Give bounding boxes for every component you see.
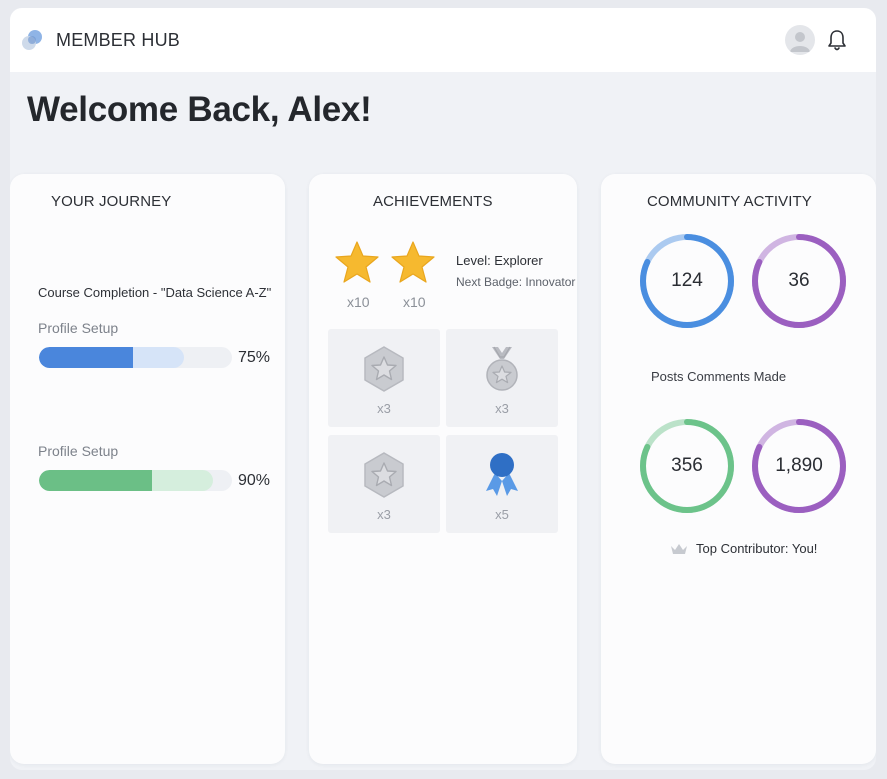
badge-count: x5 [495, 507, 509, 522]
badge-count: x3 [495, 401, 509, 416]
course-completion-label: Course Completion - "Data Science A-Z" [38, 285, 272, 300]
community-card: COMMUNITY ACTIVITY 124 36 Posts Comments… [601, 174, 876, 764]
badge-tile[interactable]: x5 [446, 435, 558, 533]
badge-tile[interactable]: x3 [328, 435, 440, 533]
progress-percent: 90% [238, 472, 271, 489]
stat-value: 1,890 [775, 455, 823, 476]
ring-arc [640, 419, 734, 513]
badge-tile[interactable]: x3 [328, 329, 440, 427]
activity-ring[interactable]: 124 [639, 233, 735, 329]
top-bar: MEMBER HUB [10, 8, 876, 72]
stat-value: 356 [671, 455, 703, 476]
achievements-title: ACHIEVEMENTS [373, 193, 493, 210]
star-count: x10 [347, 294, 370, 310]
ring-arc [752, 234, 846, 328]
star-icon [391, 241, 435, 283]
stat-value: 36 [788, 270, 810, 291]
ring-graphic [752, 419, 846, 513]
progress-label: Profile Setup [38, 320, 119, 336]
ring-graphic [640, 234, 734, 328]
progress-fill [39, 347, 134, 368]
star-count: x10 [403, 294, 426, 310]
journey-card: YOUR JOURNEY Course Completion - "Data S… [10, 174, 285, 764]
journey-title: YOUR JOURNEY [51, 193, 172, 210]
next-badge-text: Next Badge: Innovator [456, 275, 576, 289]
top-contributor-text: Top Contributor: You! [696, 541, 818, 556]
brand-title: MEMBER HUB [56, 30, 181, 50]
medal-icon [486, 346, 518, 391]
app-frame: MEMBER HUB Welcome Back, Alex! YOUR JOUR… [10, 8, 876, 770]
ring-arc [640, 234, 734, 328]
logo-icon [22, 30, 42, 50]
activity-ring[interactable]: 1,890 [751, 418, 847, 514]
stats-label: Posts Comments Made [651, 369, 787, 384]
badge-count: x3 [377, 401, 391, 416]
stat-value: 124 [671, 270, 703, 291]
progress-bar [39, 347, 232, 368]
progress-label: Profile Setup [38, 443, 119, 459]
ribbon-award-icon [486, 453, 518, 496]
ring-graphic [752, 234, 846, 328]
ring-graphic [640, 419, 734, 513]
activity-ring[interactable]: 36 [751, 233, 847, 329]
progress-fill [39, 470, 152, 491]
hexagon-star-badge-icon [364, 452, 404, 498]
crown-icon [671, 544, 687, 554]
badge-tile[interactable]: x3 [446, 329, 558, 427]
badge-count: x3 [377, 507, 391, 522]
star-icon [335, 241, 379, 283]
community-title: COMMUNITY ACTIVITY [647, 193, 812, 210]
hexagon-star-badge-icon [364, 346, 404, 392]
bell-icon[interactable] [826, 28, 848, 52]
ring-arc [752, 419, 846, 513]
progress-percent: 75% [238, 349, 271, 366]
activity-ring[interactable]: 356 [639, 418, 735, 514]
level-text: Level: Explorer [456, 253, 543, 268]
welcome-heading: Welcome Back, Alex! [27, 90, 372, 129]
achievements-card: ACHIEVEMENTS x10 x10 Level: Explorer Nex… [309, 174, 577, 764]
user-avatar-icon[interactable] [785, 25, 815, 55]
progress-bar [39, 470, 232, 491]
